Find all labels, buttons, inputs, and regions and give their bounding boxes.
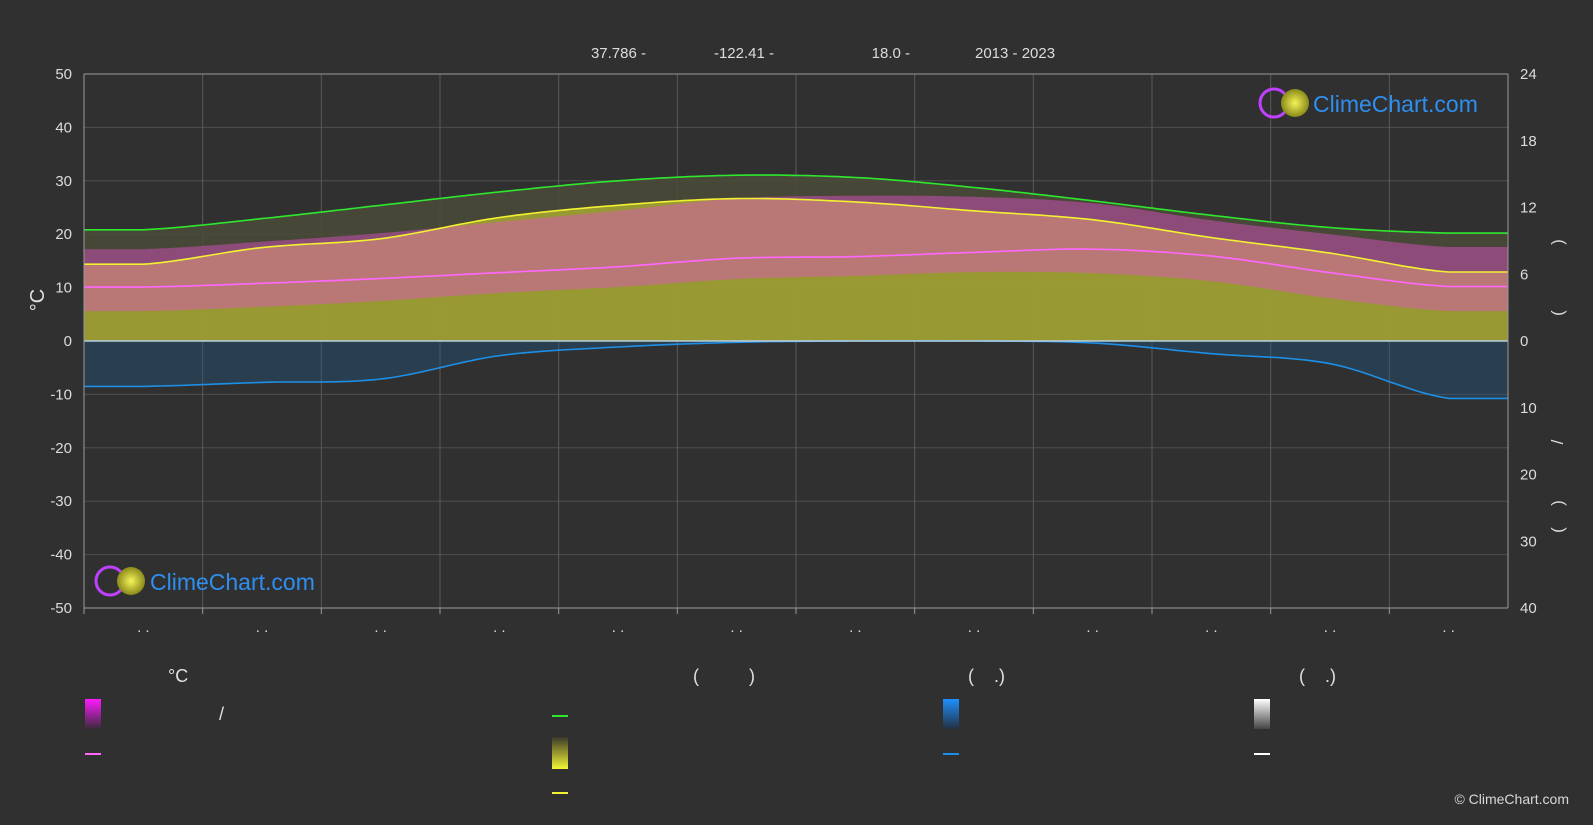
right-upper-tick-label: 12 (1520, 200, 1537, 217)
month-label: . . (612, 619, 625, 636)
left-tick-label: -10 (50, 386, 72, 403)
logo-sun-icon (1281, 89, 1309, 117)
left-tick-label: -50 (50, 600, 72, 617)
month-label: . . (493, 619, 506, 636)
right-axis-title-glyph: ( (1548, 527, 1567, 533)
logo-bottom-text: ClimeChart.com (150, 569, 315, 595)
left-tick-label: 20 (55, 226, 72, 243)
daylight-line (84, 174, 1508, 234)
legend-temp-mean-swatch (85, 753, 101, 755)
header-longitude: -122.41 - (714, 45, 774, 62)
legend-sunshine-line-swatch (552, 792, 568, 794)
left-tick-label: -20 (50, 440, 72, 457)
right-upper-tick-label: 0 (1520, 333, 1528, 350)
copyright: © ClimeChart.com (1454, 791, 1569, 807)
right-axis-title-glyph: ) (1548, 500, 1567, 506)
left-tick-label: 50 (55, 66, 72, 83)
month-label: . . (1324, 619, 1337, 636)
legend-rain-line-swatch (943, 753, 959, 755)
month-label: . . (849, 619, 862, 636)
month-label: . . (1442, 619, 1455, 636)
right-lower-tick-label: 10 (1520, 400, 1537, 417)
month-label: . . (374, 619, 387, 636)
month-label: . . (1205, 619, 1218, 636)
legend-sunshine-fill-swatch (552, 737, 568, 769)
logo-top-text: ClimeChart.com (1313, 91, 1478, 117)
chart-lines (84, 174, 1508, 400)
right-lower-tick-label: 40 (1520, 600, 1537, 617)
sunshine-line (84, 197, 1508, 273)
right-axis-title-glyph: ) (1548, 239, 1567, 245)
left-tick-label: 10 (55, 280, 72, 297)
precipitation-area (84, 340, 1508, 399)
left-tick-label: -30 (50, 493, 72, 510)
right-axis-title-glyph: / (1548, 439, 1567, 444)
sunshine-area (84, 198, 1508, 341)
legend-sun-heading: ( ) (693, 666, 755, 686)
right-upper-tick-label: 18 (1520, 133, 1537, 150)
legend-temp-slash: / (219, 704, 225, 724)
left-tick-label: 0 (64, 333, 72, 350)
month-label: . . (968, 619, 981, 636)
legend-rain-swatch (943, 699, 959, 729)
legend-snow-heading: ( .) (1299, 666, 1336, 686)
logo-bottom[interactable]: ClimeChart.com (94, 565, 315, 597)
right-lower-tick-label: 20 (1520, 467, 1537, 484)
right-axis-title-glyph: ( (1548, 310, 1567, 316)
header-period: 2013 - 2023 (975, 45, 1055, 62)
left-axis-label: °C (27, 289, 49, 311)
header-elevation: 18.0 - (872, 45, 910, 62)
month-label: . . (137, 619, 150, 636)
legend-snow-swatch (1254, 699, 1270, 729)
left-tick-label: -40 (50, 547, 72, 564)
logo-sun-icon (117, 567, 145, 595)
right-upper-tick-label: 6 (1520, 266, 1528, 283)
chart-fills (84, 175, 1508, 399)
logo-top[interactable]: ClimeChart.com (1258, 87, 1478, 119)
header-info: 37.786 - -122.41 - 18.0 - 2013 - 2023 (591, 45, 1055, 62)
right-upper-tick-label: 24 (1520, 66, 1537, 83)
x-axis-ticks: . . . . . . . . . . . . . . . . . . . . . . . . (83, 608, 1455, 636)
month-label: . . (1086, 619, 1099, 636)
temperature-mean-line (84, 248, 1508, 288)
right-axis-ticks: 24 18 12 6 0 10 20 30 40 (1520, 66, 1537, 617)
right-axis-title-glyphs: ) ( /) ( (1548, 239, 1567, 533)
month-label: . . (730, 619, 743, 636)
legend-rain-heading: ( .) (968, 666, 1005, 686)
left-axis-ticks: 50 40 30 20 10 0 -10 -20 -30 -40 -50 (50, 66, 72, 617)
month-label: . . (256, 619, 269, 636)
header-latitude: 37.786 - (591, 45, 646, 62)
left-tick-label: 40 (55, 119, 72, 136)
legend-snow-line-swatch (1254, 753, 1270, 755)
legend-daylight-swatch (552, 715, 568, 717)
left-tick-label: 30 (55, 173, 72, 190)
right-lower-tick-label: 30 (1520, 533, 1537, 550)
legend-temp-band-swatch (85, 699, 101, 729)
temperature-range-band (84, 195, 1508, 312)
legend-temp-heading: °C (168, 666, 189, 686)
